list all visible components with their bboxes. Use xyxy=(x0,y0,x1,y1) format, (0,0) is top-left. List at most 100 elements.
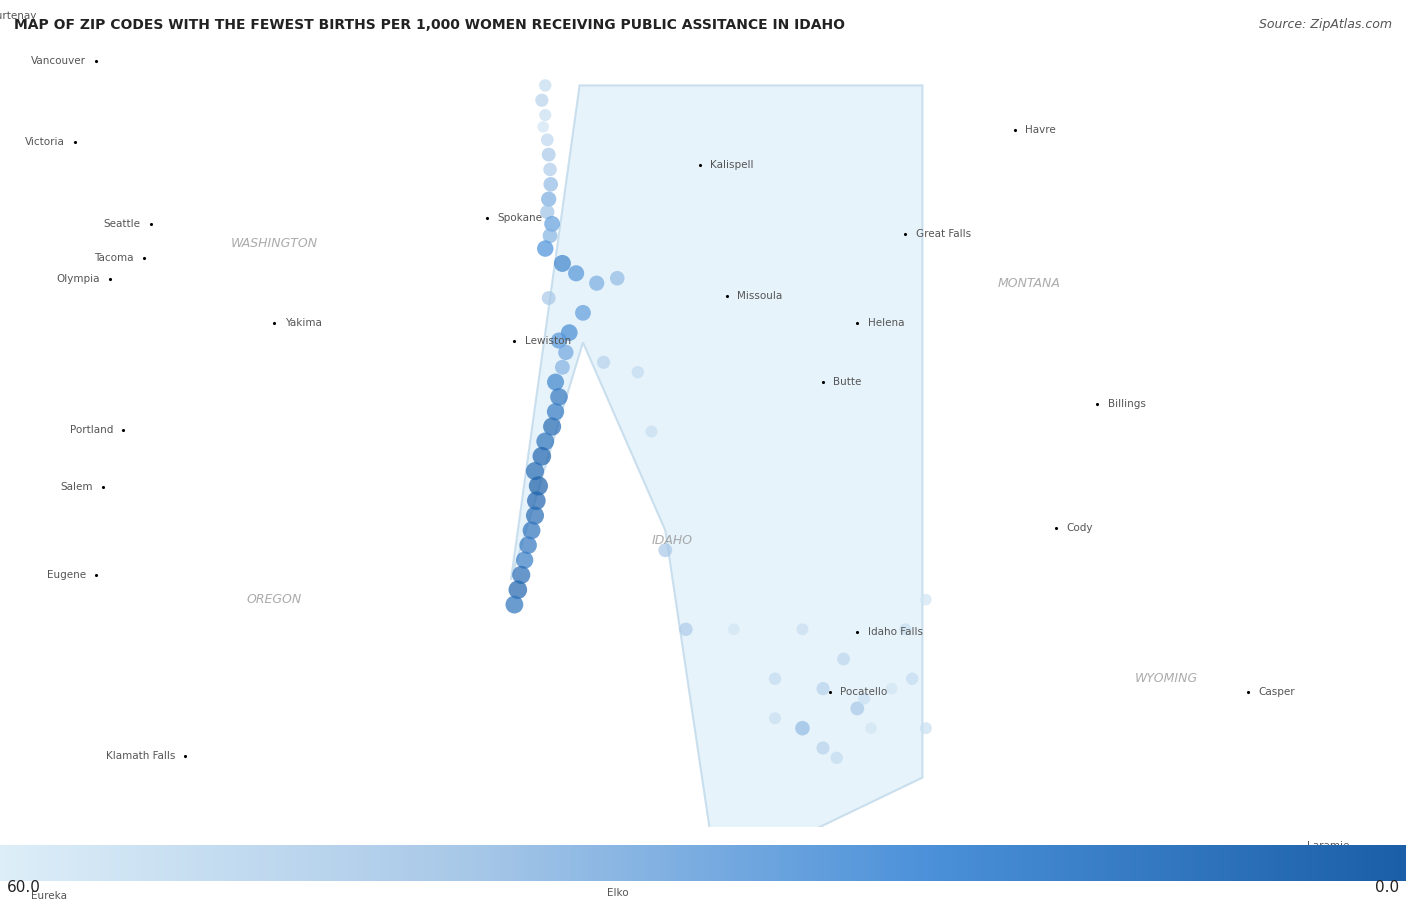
Text: Billings: Billings xyxy=(1108,399,1146,409)
Point xyxy=(530,93,553,108)
Point xyxy=(520,523,543,538)
Text: 60.0: 60.0 xyxy=(7,879,41,895)
Point xyxy=(792,622,814,636)
Text: Tacoma: Tacoma xyxy=(94,254,134,263)
Point xyxy=(860,721,883,735)
Point xyxy=(853,691,876,706)
Text: Pocatello: Pocatello xyxy=(841,687,887,697)
Point xyxy=(763,672,786,686)
Text: Kelowna: Kelowna xyxy=(353,0,396,2)
Point xyxy=(541,420,564,434)
Point xyxy=(548,334,571,348)
Point xyxy=(506,583,529,597)
Point xyxy=(811,681,834,696)
Text: Idaho Falls: Idaho Falls xyxy=(868,628,922,637)
Text: Victoria: Victoria xyxy=(25,137,65,147)
Text: Salem: Salem xyxy=(60,482,93,492)
Point xyxy=(565,266,588,280)
Point xyxy=(536,205,558,219)
Point xyxy=(825,751,848,765)
Polygon shape xyxy=(0,36,1406,827)
Point xyxy=(554,345,576,360)
Point xyxy=(572,306,595,320)
Point xyxy=(723,622,745,636)
Point xyxy=(537,191,560,206)
Text: 0.0: 0.0 xyxy=(1375,879,1399,895)
Text: Eureka: Eureka xyxy=(31,891,67,899)
Text: Lewiston: Lewiston xyxy=(524,335,571,345)
Point xyxy=(503,598,526,612)
Point xyxy=(534,108,557,122)
Point xyxy=(915,721,938,735)
Point xyxy=(846,701,869,716)
Point xyxy=(551,360,574,375)
Text: Olympia: Olympia xyxy=(56,274,100,284)
Text: Elko: Elko xyxy=(607,888,628,898)
Point xyxy=(510,568,533,583)
Point xyxy=(534,434,557,449)
Text: Seattle: Seattle xyxy=(104,218,141,229)
Text: Source: ZipAtlas.com: Source: ZipAtlas.com xyxy=(1258,18,1392,31)
Point xyxy=(513,553,536,567)
Point xyxy=(811,741,834,755)
Text: Cheyenne: Cheyenne xyxy=(1361,858,1406,868)
Text: Helena: Helena xyxy=(868,317,904,328)
Point xyxy=(915,592,938,607)
Text: WYOMING: WYOMING xyxy=(1135,672,1198,685)
Text: Portland: Portland xyxy=(70,424,112,434)
Text: Yakima: Yakima xyxy=(284,317,322,328)
Point xyxy=(537,147,560,162)
Text: Missoula: Missoula xyxy=(737,291,783,301)
Text: Eugene: Eugene xyxy=(46,570,86,580)
Point xyxy=(654,543,676,557)
Point xyxy=(534,242,557,256)
Point xyxy=(541,217,564,231)
Point xyxy=(606,271,628,286)
Text: IDAHO: IDAHO xyxy=(651,534,693,547)
Point xyxy=(585,276,607,290)
Text: Klamath Falls: Klamath Falls xyxy=(105,751,174,761)
Point xyxy=(894,622,917,636)
Point xyxy=(537,291,560,306)
Point xyxy=(551,256,574,271)
Point xyxy=(544,375,567,389)
Text: Kalispell: Kalispell xyxy=(710,159,754,170)
Text: Courtenay: Courtenay xyxy=(0,11,37,22)
Point xyxy=(524,494,547,508)
Text: OREGON: OREGON xyxy=(246,593,302,606)
Point xyxy=(792,721,814,735)
Text: Spokane: Spokane xyxy=(498,213,543,223)
Text: Great Falls: Great Falls xyxy=(915,228,970,239)
Point xyxy=(523,509,546,523)
Point xyxy=(523,464,546,478)
Point xyxy=(527,478,550,493)
Point xyxy=(548,390,571,405)
Point xyxy=(540,177,562,191)
Point xyxy=(538,228,561,243)
Text: Casper: Casper xyxy=(1258,687,1295,697)
Point xyxy=(627,365,650,379)
Point xyxy=(832,652,855,666)
Point xyxy=(538,163,561,177)
Text: MONTANA: MONTANA xyxy=(997,277,1060,289)
Text: MAP OF ZIP CODES WITH THE FEWEST BIRTHS PER 1,000 WOMEN RECEIVING PUBLIC ASSITAN: MAP OF ZIP CODES WITH THE FEWEST BIRTHS … xyxy=(14,18,845,32)
Point xyxy=(640,424,662,439)
Text: WASHINGTON: WASHINGTON xyxy=(231,237,318,250)
Text: Cody: Cody xyxy=(1067,523,1092,533)
Point xyxy=(534,78,557,93)
Polygon shape xyxy=(510,85,922,877)
Text: Laramie: Laramie xyxy=(1306,841,1348,850)
Point xyxy=(544,405,567,419)
Point xyxy=(880,681,903,696)
Point xyxy=(558,325,581,340)
Point xyxy=(531,120,554,134)
Point xyxy=(901,672,924,686)
Point xyxy=(536,132,558,147)
Point xyxy=(517,539,540,553)
Text: Butte: Butte xyxy=(834,377,862,387)
Point xyxy=(592,355,614,369)
Text: Vancouver: Vancouver xyxy=(31,56,86,66)
Point xyxy=(530,450,553,464)
Text: Havre: Havre xyxy=(1025,125,1056,135)
Point xyxy=(763,711,786,725)
